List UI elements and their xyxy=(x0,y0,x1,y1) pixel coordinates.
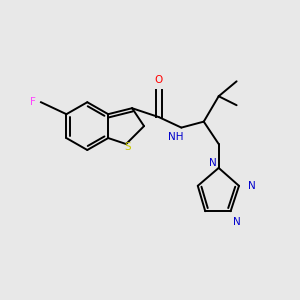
Text: O: O xyxy=(155,75,163,85)
Text: S: S xyxy=(124,142,131,152)
Text: N: N xyxy=(248,181,256,191)
Text: NH: NH xyxy=(168,132,183,142)
Text: F: F xyxy=(30,97,36,107)
Text: N: N xyxy=(209,158,217,168)
Text: N: N xyxy=(233,217,241,227)
